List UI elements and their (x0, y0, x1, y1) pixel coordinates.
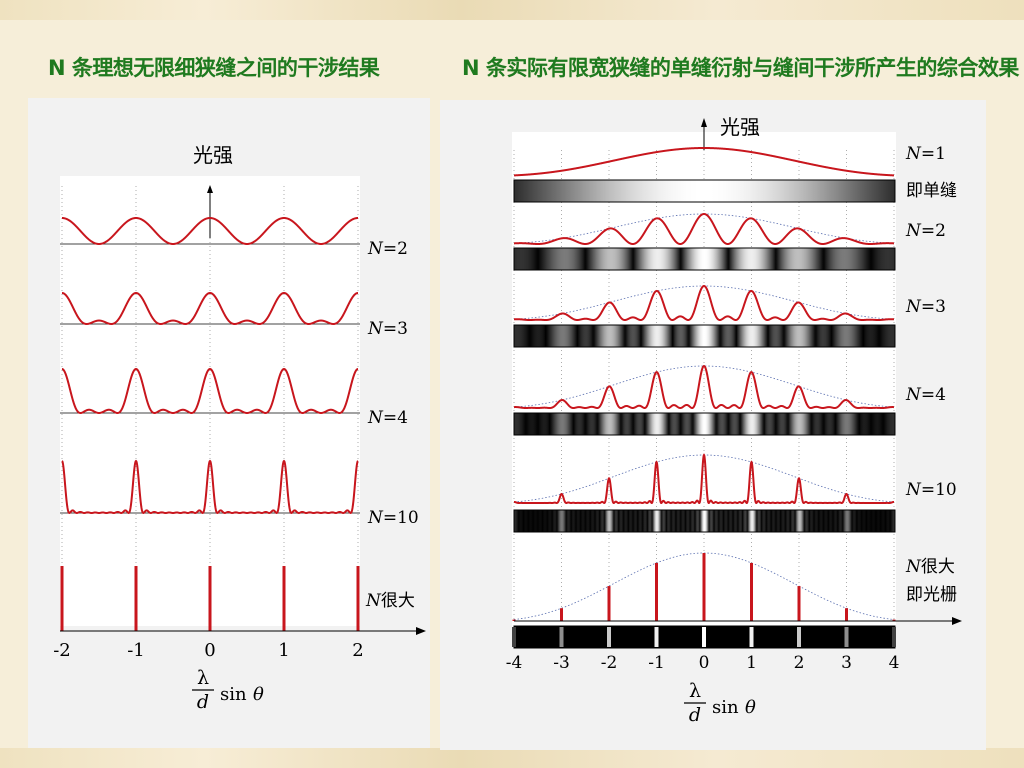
right-fringe-strip-N2 (513, 247, 896, 271)
right-grating-bright-line (607, 627, 611, 647)
right-row-5-sub: 即光栅 (906, 585, 957, 605)
left-curve-N2 (62, 217, 358, 245)
right-grating-bright-line (512, 627, 516, 647)
left-xlabel-theta: θ (253, 684, 264, 705)
right-curve-N10 (513, 453, 895, 505)
right-grating-bright-line (749, 627, 754, 647)
right-grating-bright-line (797, 627, 801, 647)
right-xlabel-sin: sin (712, 697, 739, 718)
right-x-tick-label: 4 (889, 653, 900, 673)
right-x-tick-label: -2 (601, 653, 618, 673)
bottom-decorative-band (0, 748, 1024, 768)
right-x-axis-arrow (952, 617, 962, 625)
right-ylabel: 光强 (720, 115, 760, 139)
left-row-0-label: N=2 (367, 239, 408, 259)
right-x-tick-label: -4 (506, 653, 523, 673)
left-row-2-label: N=4 (367, 408, 408, 428)
right-x-tick-label: 3 (841, 653, 852, 673)
right-grating-bright-line (654, 627, 659, 647)
left-xlabel-d: d (197, 691, 209, 713)
left-y-axis-arrow (207, 185, 213, 193)
right-fringe-strip-N4 (513, 412, 896, 436)
left-row-3-label: N=10 (367, 508, 419, 528)
left-curve-N3 (61, 291, 359, 325)
right-row-5-label: N很大 (905, 557, 955, 577)
right-curve-N4 (513, 364, 895, 410)
right-row-2-label: N=3 (905, 297, 946, 317)
right-row-1-label: N=2 (905, 221, 946, 241)
right-xlabel-lambda: λ (689, 680, 701, 702)
right-row-4-label: N=10 (905, 480, 957, 500)
left-x-tick-label: 0 (204, 640, 215, 661)
left-row-1-label: N=3 (367, 319, 408, 339)
left-x-tick-label: 1 (278, 640, 289, 661)
left-x-tick-label: 2 (352, 640, 363, 661)
top-decorative-band (0, 0, 1024, 20)
left-ylabel: 光强 (193, 143, 233, 167)
right-fringe-strip-N3 (513, 324, 896, 348)
left-curve-N10 (61, 459, 359, 515)
right-row-0-label: N=1 (905, 144, 946, 164)
left-curve-N4 (61, 367, 359, 414)
left-x-tick-label: -1 (127, 640, 145, 661)
left-xlabel-lambda: λ (197, 667, 209, 689)
left-xlabel-sin: sin (220, 684, 247, 705)
left-row-4-label: N很大 (365, 591, 415, 611)
right-fringe-strip-N10 (513, 509, 896, 533)
right-x-tick-label: -1 (648, 653, 665, 673)
left-title: N 条理想无限细狭缝之间的干涉结果 (48, 56, 380, 80)
right-envelope-N4 (513, 365, 895, 408)
right-grating-bright-line (559, 627, 564, 647)
right-y-axis-arrow (701, 118, 707, 127)
right-x-tick-label: 2 (794, 653, 805, 673)
right-row-3-label: N=4 (905, 385, 946, 405)
left-x-tick-label: -2 (53, 640, 71, 661)
right-title: N 条实际有限宽狭缝的单缝衍射与缝间干涉所产生的综合效果 (462, 56, 1019, 80)
right-grating-bright-line (844, 627, 849, 647)
right-fringe-strip-N1 (513, 179, 896, 203)
right-curve-N3 (513, 284, 895, 322)
left-x-axis-arrow (416, 627, 426, 635)
right-grating-bright-line (892, 627, 896, 647)
right-xlabel-theta: θ (745, 697, 756, 718)
right-row-0-sub: 即单缝 (906, 181, 957, 201)
right-curve-N1 (513, 147, 895, 177)
right-xlabel-d: d (689, 704, 701, 726)
right-x-tick-label: 0 (699, 653, 710, 673)
right-curve-N2 (513, 212, 895, 245)
right-x-tick-label: 1 (746, 653, 757, 673)
right-grating-bright-line (702, 627, 706, 647)
right-x-tick-label: -3 (553, 653, 570, 673)
